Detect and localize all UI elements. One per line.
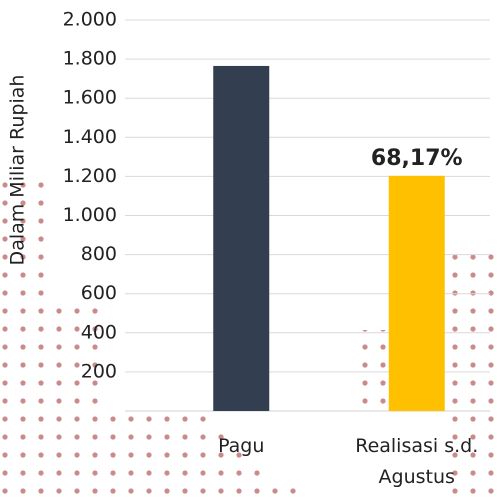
y-tick-label: 1.000	[63, 204, 117, 226]
x-tick-label: Realisasi s.d. Agustus	[355, 435, 479, 488]
y-tick-label: 1.800	[63, 48, 117, 70]
y-tick-label: 1.400	[63, 126, 117, 148]
x-tick-label: Pagu	[218, 435, 265, 457]
y-axis-label: Dalam Miliar Rupiah	[7, 75, 29, 266]
y-tick-label: 1.600	[63, 87, 117, 109]
y-tick-label: 200	[81, 360, 117, 382]
y-tick-label: 600	[81, 282, 117, 304]
y-tick-label: 2.000	[63, 9, 117, 31]
annotation: 68,17%	[371, 146, 463, 171]
y-tick-label: 400	[81, 321, 117, 343]
bar	[213, 65, 270, 411]
y-tick-label: 800	[81, 243, 117, 265]
bar	[388, 175, 445, 411]
y-tick-label: 1.200	[63, 165, 117, 187]
